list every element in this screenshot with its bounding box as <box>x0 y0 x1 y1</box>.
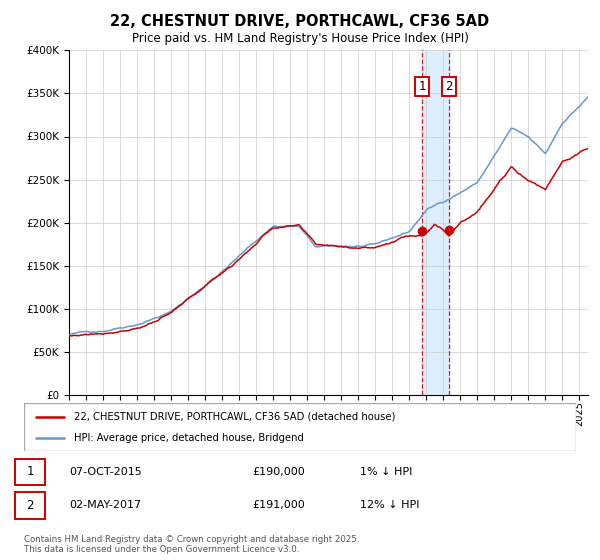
Text: Price paid vs. HM Land Registry's House Price Index (HPI): Price paid vs. HM Land Registry's House … <box>131 32 469 45</box>
FancyBboxPatch shape <box>15 492 45 519</box>
Text: 1% ↓ HPI: 1% ↓ HPI <box>360 467 412 477</box>
Text: 2: 2 <box>26 499 34 512</box>
Text: 12% ↓ HPI: 12% ↓ HPI <box>360 501 419 510</box>
Bar <box>422 50 449 395</box>
Text: 22, CHESTNUT DRIVE, PORTHCAWL, CF36 5AD (detached house): 22, CHESTNUT DRIVE, PORTHCAWL, CF36 5AD … <box>74 412 395 422</box>
FancyBboxPatch shape <box>15 459 45 485</box>
Text: 07-OCT-2015: 07-OCT-2015 <box>69 467 142 477</box>
FancyBboxPatch shape <box>24 403 576 451</box>
Text: £191,000: £191,000 <box>252 501 305 510</box>
Text: 22, CHESTNUT DRIVE, PORTHCAWL, CF36 5AD: 22, CHESTNUT DRIVE, PORTHCAWL, CF36 5AD <box>110 14 490 29</box>
Text: Contains HM Land Registry data © Crown copyright and database right 2025.
This d: Contains HM Land Registry data © Crown c… <box>24 535 359 554</box>
Text: 02-MAY-2017: 02-MAY-2017 <box>69 501 141 510</box>
Text: HPI: Average price, detached house, Bridgend: HPI: Average price, detached house, Brid… <box>74 433 304 444</box>
Point <box>444 226 454 235</box>
Text: 2: 2 <box>445 80 453 93</box>
Text: 1: 1 <box>419 80 426 93</box>
Text: 1: 1 <box>26 465 34 478</box>
Point <box>418 227 427 236</box>
Text: £190,000: £190,000 <box>252 467 305 477</box>
